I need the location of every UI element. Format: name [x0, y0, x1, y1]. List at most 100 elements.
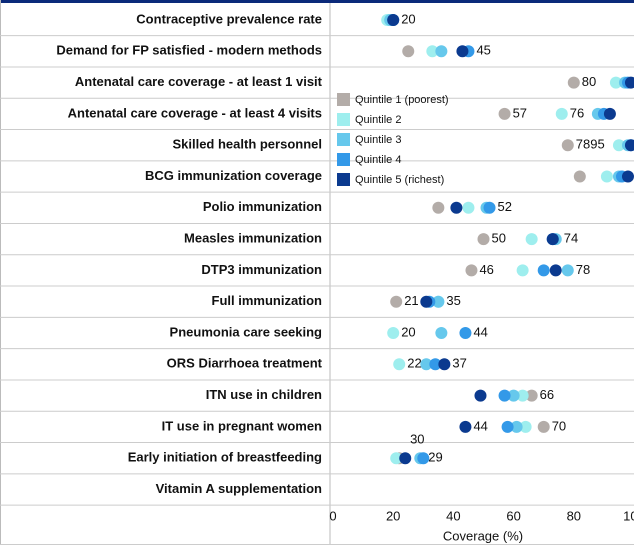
category-label: Pneumonia care seeking [170, 324, 323, 339]
legend-swatch [337, 113, 350, 126]
data-label: 95 [590, 137, 604, 152]
dot [549, 264, 562, 277]
data-label: 45 [476, 43, 490, 58]
dot [537, 420, 550, 433]
dot [450, 201, 463, 214]
dot [516, 389, 529, 402]
dot [519, 420, 532, 433]
data-label: 44 [473, 418, 487, 433]
category-label: Vitamin A supplementation [156, 481, 322, 496]
x-axis-title: Coverage (%) [443, 528, 523, 543]
dot [399, 452, 412, 465]
data-label: 20 [401, 11, 415, 26]
x-tick-label: 0 [329, 508, 336, 523]
dot [600, 170, 613, 183]
dot [525, 389, 538, 402]
data-label: 46 [479, 262, 493, 277]
data-label: 52 [498, 199, 512, 214]
data-label: 20 [401, 324, 415, 339]
category-label: Early initiation of breastfeeding [128, 450, 322, 465]
data-label: 78 [576, 262, 590, 277]
dot [501, 420, 514, 433]
dot [507, 389, 520, 402]
category-label: Measles immunization [184, 231, 322, 246]
data-label: 37 [452, 356, 466, 371]
category-label: ORS Diarrhoea treatment [167, 356, 323, 371]
category-label: Contraceptive prevalence rate [136, 11, 322, 26]
dot [459, 327, 472, 339]
dot [546, 233, 559, 246]
category-label: IT use in pregnant women [162, 418, 322, 433]
dot [567, 76, 580, 89]
dot [435, 45, 448, 58]
data-label: 50 [492, 231, 506, 246]
data-label: 30 [410, 432, 424, 447]
dot [432, 201, 445, 214]
dot [498, 107, 511, 120]
category-label: Polio immunization [203, 199, 322, 214]
dot [555, 107, 568, 120]
dot [510, 420, 523, 433]
category-label: Antenatal care coverage - at least 4 vis… [68, 105, 322, 120]
dot [417, 452, 430, 465]
x-tick-label: 40 [446, 508, 460, 523]
x-tick-label: 20 [386, 508, 400, 523]
dot [516, 264, 529, 277]
dot [426, 45, 439, 58]
dot [609, 76, 622, 89]
x-tick-label: 80 [567, 508, 581, 523]
category-label: Skilled health personnel [172, 137, 322, 152]
dot [525, 233, 538, 246]
dot [603, 107, 616, 120]
data-label: 44 [473, 324, 487, 339]
legend-label: Quintile 4 [355, 154, 401, 166]
legend-swatch [337, 133, 350, 146]
dot [387, 14, 400, 26]
data-label: 21 [404, 293, 418, 308]
top-border [0, 0, 634, 3]
category-label: Demand for FP satisfied - modern methods [56, 43, 322, 58]
x-tick-label: 60 [506, 508, 520, 523]
dot [390, 452, 403, 465]
dot [390, 295, 403, 308]
dot [621, 170, 634, 183]
legend-label: Quintile 5 (richest) [355, 174, 444, 186]
category-label: Antenatal care coverage - at least 1 vis… [75, 74, 323, 89]
legend-swatch [337, 153, 350, 166]
category-label: BCG immunization coverage [145, 168, 322, 183]
legend-swatch [337, 93, 350, 106]
dot [561, 139, 574, 152]
dot [537, 264, 550, 277]
dot [624, 139, 634, 152]
dot [393, 358, 406, 371]
data-label: 29 [428, 450, 442, 465]
dot [561, 264, 574, 277]
legend-swatch [337, 173, 350, 186]
dot [477, 233, 490, 246]
dot [402, 45, 415, 58]
dot [456, 45, 469, 58]
dot [612, 139, 625, 152]
dot [435, 327, 448, 339]
dot [498, 389, 511, 402]
data-label: 76 [570, 105, 584, 120]
legend-label: Quintile 2 [355, 114, 401, 126]
dot [465, 264, 478, 277]
dot [429, 358, 442, 371]
category-label: DTP3 immunization [201, 262, 322, 277]
data-label: 78 [576, 137, 590, 152]
dot [438, 358, 451, 371]
data-label: 22 [407, 356, 421, 371]
category-label: ITN use in children [206, 387, 322, 402]
dot [462, 201, 475, 214]
data-label: 57 [513, 105, 527, 120]
legend-label: Quintile 1 (poorest) [355, 94, 449, 106]
dot [459, 420, 472, 433]
x-tick-label: 100 [623, 508, 634, 523]
dot [624, 76, 634, 89]
data-label: 80 [582, 74, 596, 89]
legend-label: Quintile 3 [355, 134, 401, 146]
